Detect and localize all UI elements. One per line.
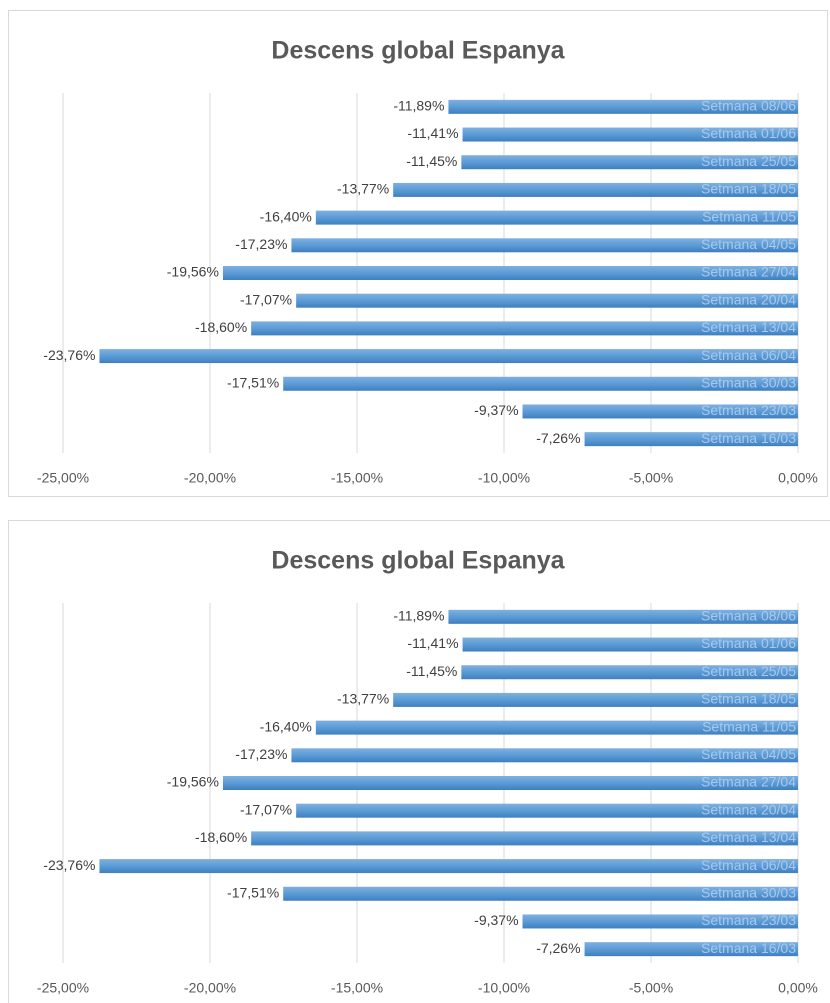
bar xyxy=(584,942,798,957)
category-label: Setmana 04/05 xyxy=(701,236,796,252)
category-label: Setmana 11/05 xyxy=(702,208,796,224)
value-label: -11,89% xyxy=(393,98,444,114)
value-label: -17,51% xyxy=(227,884,279,900)
chart-frame xyxy=(8,10,828,497)
category-label: Setmana 18/05 xyxy=(701,181,796,197)
x-tick-label: 0,00% xyxy=(778,980,818,996)
category-label: Setmana 16/03 xyxy=(701,940,796,956)
category-label: Setmana 20/04 xyxy=(701,291,796,307)
bar xyxy=(222,776,798,790)
value-label: -16,40% xyxy=(260,208,312,224)
value-label: -18,60% xyxy=(195,319,247,335)
value-label: -23,76% xyxy=(43,857,95,873)
value-label: -17,23% xyxy=(235,236,287,252)
x-tick-label: 0,00% xyxy=(778,470,818,486)
bar xyxy=(291,238,798,253)
category-label: Setmana 25/05 xyxy=(701,663,796,679)
value-label: -16,40% xyxy=(260,718,312,734)
bar xyxy=(296,803,798,818)
value-label: -9,37% xyxy=(474,912,518,928)
x-tick-label: -25,00% xyxy=(37,470,89,486)
bar xyxy=(283,376,798,391)
category-label: Setmana 01/06 xyxy=(701,635,796,651)
x-tick-label: -5,00% xyxy=(629,980,673,996)
bar xyxy=(315,210,798,225)
category-label: Setmana 23/03 xyxy=(701,912,796,928)
bar xyxy=(99,859,799,874)
value-label: -17,07% xyxy=(240,801,292,817)
category-label: Setmana 08/06 xyxy=(701,98,796,114)
value-label: -19,56% xyxy=(167,264,219,280)
category-label: Setmana 04/05 xyxy=(701,746,796,762)
category-label: Setmana 30/03 xyxy=(701,884,796,900)
bar xyxy=(315,720,798,735)
value-label: -11,89% xyxy=(393,608,444,624)
value-label: -19,56% xyxy=(167,774,219,790)
category-label: Setmana 13/04 xyxy=(701,829,796,845)
category-label: Setmana 20/04 xyxy=(701,801,796,817)
value-label: -7,26% xyxy=(536,940,580,956)
bar xyxy=(448,609,798,624)
x-tick-label: -15,00% xyxy=(331,980,383,996)
x-tick-label: -20,00% xyxy=(184,470,236,486)
value-label: -11,45% xyxy=(406,663,457,679)
value-label: -23,76% xyxy=(43,347,95,363)
bar xyxy=(461,155,798,170)
value-label: -13,77% xyxy=(337,691,389,707)
value-label: -18,60% xyxy=(195,829,247,845)
value-label: -17,51% xyxy=(227,374,279,390)
chart-title: Descens global Espanya xyxy=(271,547,565,575)
bar xyxy=(393,182,798,197)
bar xyxy=(393,692,798,707)
value-label: -11,41% xyxy=(407,635,458,651)
x-tick-label: -15,00% xyxy=(331,470,383,486)
value-label: -17,23% xyxy=(235,746,287,762)
x-tick-label: -10,00% xyxy=(478,470,530,486)
value-label: -17,07% xyxy=(240,291,292,307)
bar xyxy=(584,432,798,447)
category-label: Setmana 01/06 xyxy=(701,125,796,141)
category-label: Setmana 27/04 xyxy=(701,774,796,790)
bar xyxy=(522,404,798,419)
bar xyxy=(522,914,798,929)
bar xyxy=(448,99,798,114)
category-label: Setmana 06/04 xyxy=(701,857,796,873)
bar xyxy=(461,665,798,680)
category-label: Setmana 08/06 xyxy=(701,608,796,624)
bar xyxy=(251,831,798,846)
value-label: -9,37% xyxy=(474,402,518,418)
category-label: Setmana 23/03 xyxy=(701,402,796,418)
bar xyxy=(462,127,798,142)
bar xyxy=(222,266,798,280)
bar xyxy=(283,886,798,901)
value-label: -11,45% xyxy=(406,153,457,169)
category-label: Setmana 30/03 xyxy=(701,374,796,390)
x-tick-label: -25,00% xyxy=(37,980,89,996)
category-label: Setmana 06/04 xyxy=(701,347,796,363)
x-tick-label: -5,00% xyxy=(629,470,673,486)
x-tick-label: -20,00% xyxy=(184,980,236,996)
category-label: Setmana 25/05 xyxy=(701,153,796,169)
value-label: -11,41% xyxy=(407,125,458,141)
category-label: Setmana 27/04 xyxy=(701,264,796,280)
value-label: -7,26% xyxy=(536,430,580,446)
bar xyxy=(251,321,798,336)
bar xyxy=(462,637,798,652)
value-label: -13,77% xyxy=(337,181,389,197)
chart-title: Descens global Espanya xyxy=(271,37,565,65)
bar xyxy=(296,293,798,308)
x-tick-label: -10,00% xyxy=(478,980,530,996)
category-label: Setmana 18/05 xyxy=(701,691,796,707)
category-label: Setmana 11/05 xyxy=(702,718,796,734)
category-label: Setmana 16/03 xyxy=(701,430,796,446)
category-label: Setmana 13/04 xyxy=(701,319,796,335)
bar xyxy=(99,349,799,364)
bar xyxy=(291,748,798,763)
